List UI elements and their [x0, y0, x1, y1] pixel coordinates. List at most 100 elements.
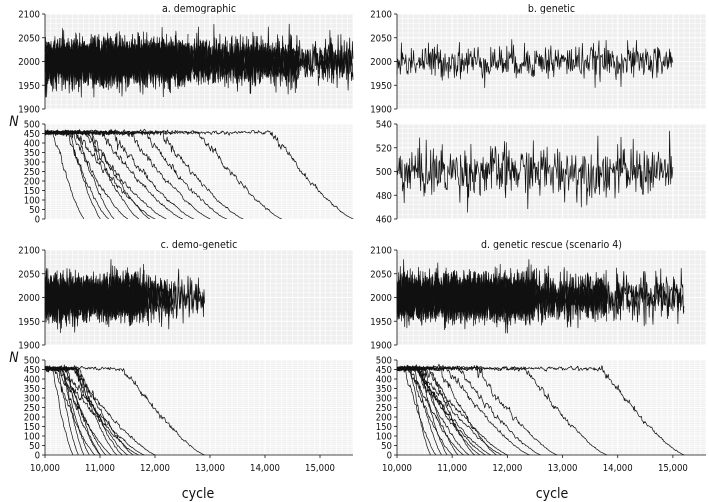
panel-d-top-ytick-label: 1950 — [370, 317, 392, 328]
panel-d-xtick-label: 13,000 — [548, 463, 578, 474]
panel-d-top-ytick-label: 2100 — [370, 246, 392, 257]
panel-d-bottom-ytick-label: 350 — [376, 384, 392, 395]
panel-c-bottom-ytick-label: 300 — [24, 394, 40, 405]
y-axis-label-bottom: N — [9, 350, 19, 366]
panel-d-xtick-label: 15,000 — [658, 463, 688, 474]
panel-c-xtick-label: 14,000 — [250, 463, 280, 474]
panel-d-bottom-ytick-label: 100 — [376, 432, 392, 443]
panel-d-bottom-trace — [396, 365, 508, 456]
panel-c-bottom-series — [44, 364, 205, 456]
panel-c-bottom-ytick-label: 0 — [35, 451, 40, 462]
panel-b-bottom-ytick-label: 460 — [376, 215, 392, 226]
panel-c-top-ytick-label: 1950 — [18, 317, 40, 328]
panel-a-top-trace — [44, 32, 189, 91]
panel-d-bottom-trace — [396, 365, 558, 456]
x-axis-label-left: cycle — [182, 486, 215, 502]
panel-c-bottom-ytick-label: 400 — [24, 375, 40, 386]
panel-d-bottom-trace — [396, 365, 530, 456]
panel-d-top-trace — [534, 267, 608, 329]
panel-c-bottom-trace — [44, 365, 139, 456]
panel-a-bottom-ytick-label: 350 — [24, 148, 40, 159]
panel-d-bottom-ytick-label: 450 — [376, 365, 392, 376]
panel-c-bottom-ytick-label: 100 — [24, 432, 40, 443]
panel-c-top-ytick-label: 2100 — [18, 246, 40, 257]
panel-a-top-ytick-label: 2000 — [18, 57, 40, 68]
panel-a-bottom-ytick-label: 100 — [24, 196, 40, 207]
panel-c-bottom-ytick-label: 450 — [24, 365, 40, 376]
panel-b-top-ytick-label: 1900 — [370, 105, 392, 116]
panel-c-top-trace — [44, 268, 145, 334]
panel-d-top-ytick-label: 2000 — [370, 293, 392, 304]
panel-a-bottom-ytick-label: 0 — [35, 215, 40, 226]
panel-c-top-trace — [44, 267, 145, 325]
panel-b: b. genetic 1900 1950 2000 2050 2100 460 480 500 5… — [370, 3, 707, 226]
panel-a-bottom-ytick-label: 150 — [24, 186, 40, 197]
panel-d-bottom-ytick-label: 200 — [376, 413, 392, 424]
panel-d-bottom-trace — [396, 365, 685, 456]
panel-d-top-trace — [396, 267, 536, 322]
panel-b-bottom-ytick-label: 540 — [376, 120, 392, 131]
panel-b-bottom-series — [396, 130, 674, 213]
panel-title-a: a. demographic — [162, 3, 236, 15]
panel-a-top-ytick-label: 1950 — [18, 81, 40, 92]
panel-a-bottom-ytick-label: 50 — [29, 205, 40, 216]
panel-a-bottom-trace — [44, 129, 354, 220]
panel-d-bottom-ytick-label: 500 — [376, 356, 392, 367]
panel-c-xtick-label: 13,000 — [195, 463, 225, 474]
panel-c-top-series — [44, 259, 205, 334]
panel-a-top-ytick-label: 1900 — [18, 105, 40, 116]
panel-a: a. demographic 1900 1950 2000 2050 2100 050100… — [18, 3, 354, 226]
panel-d-bottom-ytick-label: 50 — [381, 441, 392, 452]
panel-d-bottom-ytick-label: 150 — [376, 422, 392, 433]
panel-a-top-trace — [297, 30, 354, 86]
panel-b-bottom-ytick-label: 500 — [376, 167, 392, 178]
panel-c-bottom-trace — [44, 365, 73, 455]
panel-d: d. genetic rescue (scenario 4) 1900 1950 20… — [370, 239, 707, 474]
panel-a-top-series — [44, 23, 354, 98]
panel-c-bottom-ytick-label: 500 — [24, 356, 40, 367]
panel-d-bottom-ytick-label: 0 — [387, 451, 392, 462]
panel-c-bottom-trace — [44, 365, 156, 456]
y-axis-label-top: N — [9, 114, 19, 130]
panel-title-c: c. demo-genetic — [161, 239, 238, 251]
panel-d-xtick-label: 11,000 — [437, 463, 467, 474]
panel-d-bottom-series — [396, 363, 685, 456]
panel-a-bottom-ytick-label: 450 — [24, 129, 40, 140]
panel-b-bottom-ytick-label: 480 — [376, 191, 392, 202]
panel-a-top-trace — [44, 32, 189, 94]
panel-c-top-trace — [171, 275, 205, 324]
panel-b-bottom-trace — [396, 130, 674, 213]
panel-d-top-ytick-label: 2050 — [370, 269, 392, 280]
panel-b-bottom-ytick-label: 520 — [376, 143, 392, 154]
panel-c-top-ytick-label: 2000 — [18, 293, 40, 304]
panel-a-bottom-ytick-label: 500 — [24, 120, 40, 131]
panel-d-bottom-ytick-label: 400 — [376, 375, 392, 386]
panel-c-top-ytick-label: 2050 — [18, 269, 40, 280]
panel-a-top-trace — [187, 26, 299, 84]
panel-c-bottom-ytick-label: 250 — [24, 403, 40, 414]
panel-a-bottom-ytick-label: 300 — [24, 158, 40, 169]
panel-d-xtick-label: 14,000 — [603, 463, 633, 474]
panel-c-bottom-ytick-label: 200 — [24, 413, 40, 424]
panel-c-bottom-ytick-label: 150 — [24, 422, 40, 433]
panel-d-top-ytick-label: 1900 — [370, 341, 392, 352]
panel-d-top-series — [396, 259, 685, 334]
panel-c-x-axis: 10,000 11,000 12,000 13,000 14,000 15,000 — [30, 454, 353, 474]
panel-b-top-ytick-label: 1950 — [370, 81, 392, 92]
panel-b-top-ytick-label: 2100 — [370, 10, 392, 21]
panel-title-d: d. genetic rescue (scenario 4) — [481, 239, 622, 251]
panel-a-top-ytick-label: 2100 — [18, 10, 40, 21]
x-axis-label-right: cycle — [536, 486, 569, 502]
panel-a-bottom-series — [44, 128, 354, 220]
panel-b-top-ytick-label: 2050 — [370, 33, 392, 44]
panel-c-top-trace — [143, 269, 172, 330]
panel-d-bottom-ytick-label: 300 — [376, 394, 392, 405]
panel-d-bottom-ytick-label: 250 — [376, 403, 392, 414]
panel-c-top-ytick-label: 1900 — [18, 341, 40, 352]
panel-c-xtick-label: 10,000 — [30, 463, 60, 474]
panel-c-bottom-trace — [44, 365, 205, 456]
panel-c-bottom-ytick-label: 350 — [24, 384, 40, 395]
panel-c-xtick-label: 12,000 — [140, 463, 170, 474]
panel-d-top-trace — [606, 268, 685, 325]
panel-a-bottom-ytick-label: 250 — [24, 167, 40, 178]
